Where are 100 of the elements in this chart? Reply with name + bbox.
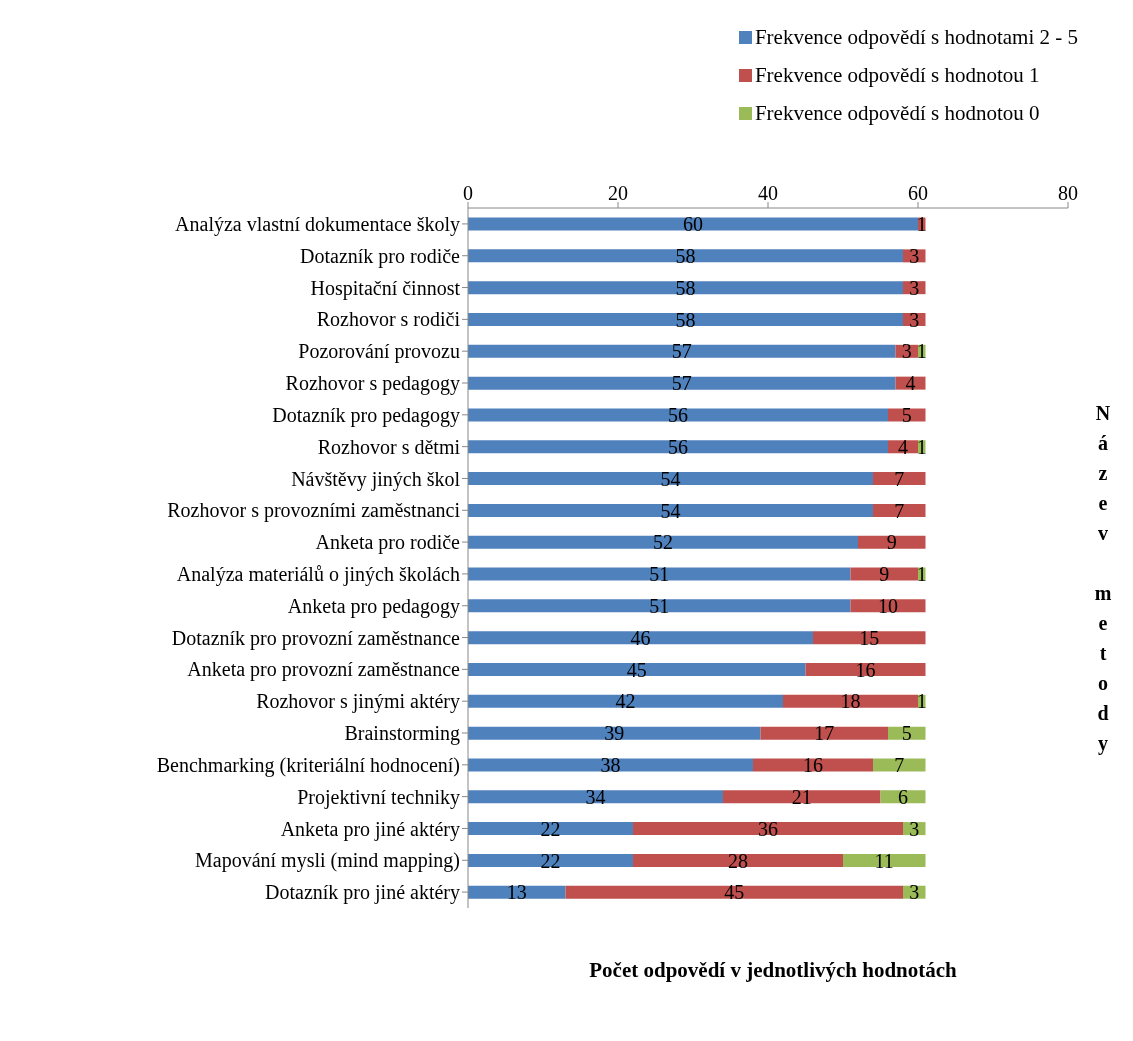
data-label: 45 xyxy=(626,658,647,681)
bar xyxy=(753,758,873,772)
data-label: 38 xyxy=(600,754,621,777)
bar xyxy=(468,631,813,645)
bar xyxy=(723,790,881,804)
y-tick-label: Hospitační činnost xyxy=(310,276,461,300)
data-label: 1 xyxy=(916,213,927,236)
data-label: 58 xyxy=(675,276,696,299)
data-label: 6 xyxy=(898,785,908,808)
data-label: 22 xyxy=(540,817,561,840)
data-label: 54 xyxy=(660,499,681,522)
data-label: 46 xyxy=(630,626,651,649)
data-label: 1 xyxy=(916,340,927,363)
bar xyxy=(468,503,873,517)
data-label: 36 xyxy=(758,817,778,840)
y-tick-label: Rozhovor s pedagogy xyxy=(285,372,460,396)
data-label: 56 xyxy=(668,435,688,458)
data-label: 42 xyxy=(615,690,636,713)
bar xyxy=(850,567,918,581)
data-label: 51 xyxy=(649,594,670,617)
x-tick-label: 80 xyxy=(1058,182,1078,204)
data-label: 21 xyxy=(791,785,812,808)
data-label: 45 xyxy=(724,881,745,904)
data-label: 1 xyxy=(916,435,927,458)
bar xyxy=(805,663,926,676)
data-label: 52 xyxy=(653,531,673,554)
data-label: 60 xyxy=(683,213,703,236)
legend-label: Frekvence odpovědí s hodnotami 2 - 5 xyxy=(754,24,1078,51)
y-tick-label: Rozhovor s dětmi xyxy=(317,435,461,458)
bar xyxy=(468,217,918,231)
bar xyxy=(873,758,926,772)
data-label: 58 xyxy=(675,244,696,267)
text: Název metody xyxy=(1094,402,1112,754)
bar xyxy=(468,822,633,836)
bar xyxy=(633,822,903,836)
data-label: 28 xyxy=(728,849,748,872)
data-label: 3 xyxy=(901,340,912,363)
y-tick-label: Benchmarking (kriteriální hodnocení) xyxy=(156,753,460,777)
y-tick-label: Rozhovor s jinými aktéry xyxy=(256,690,460,714)
data-label: 9 xyxy=(886,531,897,554)
data-label: 18 xyxy=(840,690,861,713)
bar xyxy=(633,853,843,867)
data-label: 9 xyxy=(879,563,890,586)
y-tick-label: Mapování mysli (mind mapping) xyxy=(195,849,460,873)
data-label: 1 xyxy=(916,563,927,586)
y-tick-label: Dotazník pro rodiče xyxy=(300,244,461,268)
bar xyxy=(468,663,806,676)
x-tick-label: 40 xyxy=(758,182,778,204)
legend-label: Frekvence odpovědí s hodnotou 1 xyxy=(754,62,1040,89)
x-tick-label: 60 xyxy=(908,182,928,204)
y-tick-label: Návštěvy jiných škol xyxy=(291,467,461,491)
bar xyxy=(760,726,888,740)
data-label: 3 xyxy=(909,817,920,840)
bar xyxy=(468,249,903,263)
bar xyxy=(468,313,903,326)
bar xyxy=(468,790,723,804)
data-label: 39 xyxy=(604,722,625,745)
bar xyxy=(468,535,858,549)
bar xyxy=(783,694,918,708)
data-label: 13 xyxy=(506,881,527,904)
data-label: 7 xyxy=(894,754,905,777)
data-label: 3 xyxy=(909,244,920,267)
bar xyxy=(468,694,783,708)
data-label: 56 xyxy=(668,404,688,427)
y-tick-label: Projektivní techniky xyxy=(297,785,460,809)
data-label: 16 xyxy=(803,754,823,777)
bar xyxy=(468,885,566,899)
data-label: 51 xyxy=(649,563,670,586)
y-tick-label: Anketa pro rodiče xyxy=(315,531,461,555)
data-label: 54 xyxy=(660,467,681,490)
y-tick-label: Dotazník pro pedagogy xyxy=(272,403,460,427)
data-label: 11 xyxy=(874,849,894,872)
bar xyxy=(468,726,761,740)
y-tick-label: Dotazník pro provozní zaměstnance xyxy=(171,626,461,650)
y-tick-label: Rozhovor s provozními zaměstnanci xyxy=(167,499,461,523)
data-label: 57 xyxy=(671,372,692,395)
bar xyxy=(468,344,896,358)
y-tick-label: Anketa pro provozní zaměstnance xyxy=(187,658,461,682)
data-label: 7 xyxy=(894,467,905,490)
y-tick-label: Dotazník pro jiné aktéry xyxy=(265,881,460,905)
data-label: 4 xyxy=(905,372,916,395)
data-label: 17 xyxy=(814,722,835,745)
bar xyxy=(813,631,926,645)
data-label: 4 xyxy=(898,435,908,458)
legend-label: Frekvence odpovědí s hodnotou 0 xyxy=(754,100,1040,127)
data-label: 15 xyxy=(859,626,880,649)
data-label: 5 xyxy=(901,404,912,427)
bar xyxy=(858,535,926,549)
x-axis-title: Počet odpovědí v jednotlivých hodnotách xyxy=(588,958,958,983)
x-tick-label: 0 xyxy=(463,182,473,204)
bar xyxy=(873,503,926,517)
data-label: 7 xyxy=(894,499,905,522)
data-label: 22 xyxy=(540,849,561,872)
y-tick-label: Pozorování provozu xyxy=(298,340,460,364)
bar xyxy=(468,408,888,422)
bar xyxy=(565,885,903,899)
data-label: 3 xyxy=(909,308,920,331)
bar xyxy=(468,472,873,486)
bar xyxy=(468,567,851,581)
bar xyxy=(873,472,926,486)
